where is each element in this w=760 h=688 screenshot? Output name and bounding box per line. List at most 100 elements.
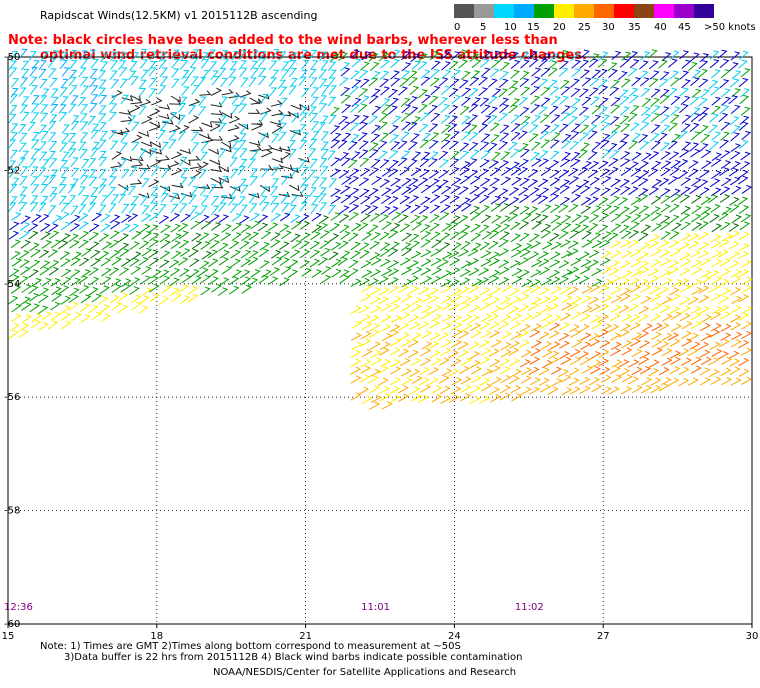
wind-barb bbox=[460, 161, 471, 170]
wind-barb bbox=[231, 95, 240, 105]
wind-barb bbox=[19, 222, 31, 231]
wind-barb bbox=[440, 194, 451, 204]
wind-barb bbox=[119, 248, 130, 258]
wind-barb bbox=[188, 105, 197, 115]
wind-barb bbox=[470, 366, 482, 375]
wind-barb bbox=[9, 322, 20, 332]
wind-barb bbox=[470, 322, 482, 332]
wind-barb bbox=[618, 305, 630, 314]
wind-barb bbox=[140, 213, 152, 223]
wind-barb bbox=[499, 231, 510, 241]
wind-barb bbox=[451, 377, 463, 386]
wind-barb bbox=[700, 133, 711, 143]
wind-barb bbox=[530, 104, 541, 114]
wind-barb bbox=[450, 358, 462, 367]
wind-barb bbox=[141, 178, 150, 188]
wind-barb bbox=[610, 213, 622, 223]
wind-barb bbox=[360, 314, 372, 323]
wind-barb bbox=[631, 77, 642, 87]
wind-barb bbox=[667, 87, 678, 97]
wind-barb bbox=[560, 112, 571, 122]
wind-barb bbox=[141, 205, 150, 215]
wind-barb bbox=[627, 67, 638, 77]
wind-barb bbox=[487, 142, 498, 152]
wind-barb bbox=[159, 76, 169, 87]
wind-barb bbox=[438, 179, 449, 189]
wind-barb bbox=[7, 160, 17, 171]
wind-barb bbox=[340, 87, 351, 97]
wind-barb bbox=[199, 151, 209, 162]
wind-barb bbox=[730, 304, 742, 314]
wind-barb bbox=[291, 240, 303, 249]
wind-barb bbox=[598, 106, 609, 116]
wind-barb bbox=[320, 141, 329, 152]
wind-barb bbox=[238, 178, 248, 189]
wind-barb bbox=[80, 121, 89, 132]
wind-barb bbox=[401, 104, 412, 114]
wind-barb bbox=[157, 129, 167, 140]
wind-barb bbox=[681, 330, 693, 339]
wind-barb bbox=[401, 177, 412, 187]
wind-barb bbox=[369, 341, 381, 350]
wind-barb bbox=[9, 132, 19, 142]
wind-barb bbox=[349, 168, 360, 178]
wind-barb bbox=[238, 50, 247, 60]
chart-title: Rapidscat Winds(12.5KM) v1 2015112B asce… bbox=[40, 9, 318, 22]
wind-barb bbox=[430, 68, 440, 78]
wind-barb bbox=[657, 132, 668, 142]
wind-barb bbox=[179, 268, 190, 278]
wind-barb bbox=[327, 150, 336, 161]
wind-barb bbox=[31, 277, 43, 287]
wind-barb bbox=[458, 215, 469, 224]
wind-barb bbox=[170, 203, 179, 214]
wind-barb bbox=[509, 51, 519, 61]
wind-barb bbox=[711, 158, 722, 167]
wind-barb bbox=[220, 193, 233, 200]
wind-barb bbox=[217, 287, 229, 297]
wind-barb bbox=[420, 347, 432, 357]
wind-barb bbox=[628, 229, 640, 239]
wind-barb bbox=[548, 53, 559, 63]
wind-barb bbox=[130, 266, 142, 275]
colorbar-label: >50 knots bbox=[704, 22, 756, 33]
wind-barb bbox=[179, 156, 188, 167]
wind-barb bbox=[510, 321, 522, 330]
wind-barb bbox=[538, 106, 548, 116]
wind-barb bbox=[717, 249, 729, 258]
wind-barb bbox=[629, 122, 640, 132]
wind-barb bbox=[588, 222, 599, 232]
wind-barb bbox=[148, 67, 157, 77]
wind-barb bbox=[439, 385, 451, 395]
wind-barb bbox=[578, 224, 590, 234]
wind-barb bbox=[599, 239, 611, 249]
wind-barb bbox=[48, 68, 57, 78]
wind-barb bbox=[61, 133, 70, 143]
wind-barb bbox=[430, 77, 440, 87]
wind-barb bbox=[208, 268, 219, 278]
wind-barb bbox=[328, 114, 337, 125]
wind-barb bbox=[138, 87, 147, 98]
wind-barb bbox=[498, 196, 509, 206]
wind-barb bbox=[111, 129, 124, 136]
wind-barb bbox=[49, 114, 58, 125]
wind-barb bbox=[711, 276, 723, 285]
wind-barb bbox=[500, 151, 511, 161]
wind-barb bbox=[211, 195, 220, 206]
wind-barb bbox=[290, 195, 299, 205]
wind-barb bbox=[498, 266, 510, 276]
wind-barb bbox=[529, 187, 540, 197]
wind-barb bbox=[458, 186, 469, 196]
wind-barb bbox=[201, 121, 213, 128]
wind-barb bbox=[370, 349, 382, 359]
wind-barb bbox=[390, 77, 401, 87]
wind-barb bbox=[698, 305, 710, 315]
wind-barb bbox=[440, 85, 451, 95]
wind-barb bbox=[300, 132, 309, 143]
wind-barb bbox=[679, 70, 690, 80]
wind-barb bbox=[440, 339, 453, 348]
wind-barb bbox=[508, 196, 520, 206]
wind-barb bbox=[341, 132, 352, 142]
wind-barb bbox=[428, 95, 439, 105]
wind-barb bbox=[700, 196, 712, 206]
wind-barb bbox=[710, 293, 722, 302]
